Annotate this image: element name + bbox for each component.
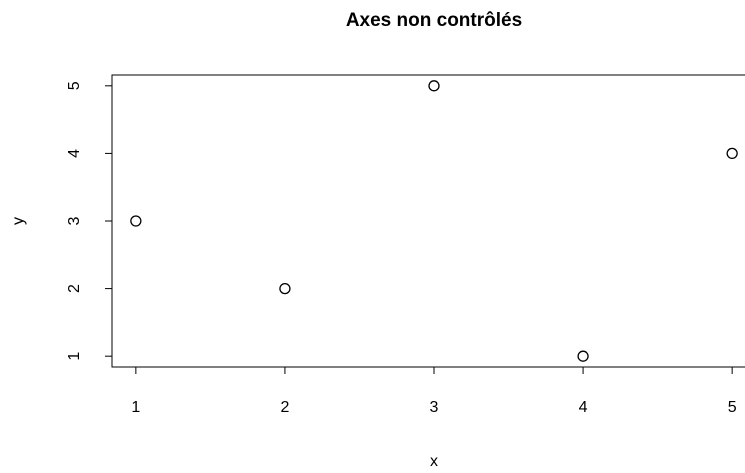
point — [428, 80, 440, 92]
point — [726, 147, 738, 160]
y-tick-label: 3 — [66, 216, 83, 225]
x-axis-label: x — [430, 453, 438, 470]
point — [130, 215, 142, 227]
x-tick-label: 4 — [579, 399, 588, 416]
y-tick-label: 4 — [66, 149, 83, 158]
point — [279, 282, 291, 295]
y-axis-label: y — [10, 217, 27, 225]
point — [577, 350, 589, 362]
y-tick-label: 2 — [66, 284, 83, 293]
plot-frame — [111, 74, 745, 368]
x-tick-label: 2 — [280, 399, 289, 416]
x-tick-label: 5 — [728, 399, 737, 416]
y-tick-label: 1 — [66, 352, 83, 361]
x-tick-label: 1 — [131, 399, 140, 416]
chart-title: Axes non contrôlés — [346, 10, 522, 31]
y-tick-label: 5 — [66, 81, 83, 90]
x-tick-label: 3 — [430, 399, 439, 416]
